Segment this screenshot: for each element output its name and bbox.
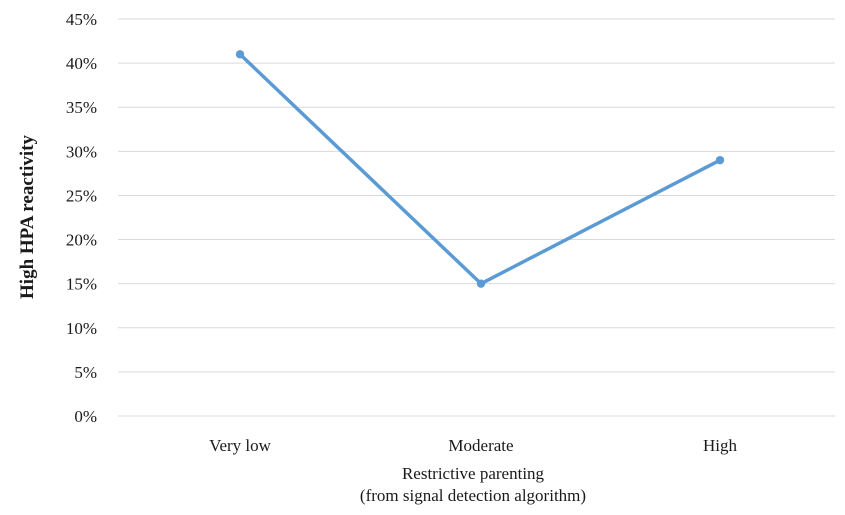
y-tick-label: 5% (74, 363, 97, 382)
x-axis-label-subtitle: (from signal detection algorithm) (360, 486, 586, 505)
series-line-path (238, 52, 722, 286)
y-tick-label: 25% (66, 186, 97, 205)
y-tick-label: 10% (66, 319, 97, 338)
y-tick-label: 30% (66, 142, 97, 161)
series-line (238, 52, 722, 286)
y-tick-label: 15% (66, 275, 97, 294)
y-tick-label: 20% (66, 231, 97, 250)
x-axis-label: Restrictive parenting (402, 464, 545, 483)
data-points (235, 50, 725, 288)
x-axis-ticks: Very low Moderate High (209, 436, 737, 455)
data-point (476, 279, 486, 288)
x-tick-label: Very low (209, 436, 272, 455)
y-axis-label: High HPA reactivity (17, 135, 38, 299)
x-tick-label: Moderate (448, 436, 513, 455)
y-tick-label: 35% (66, 98, 97, 117)
gridlines (118, 18, 835, 417)
y-tick-label: 45% (66, 10, 97, 29)
data-point (715, 155, 725, 165)
x-tick-label: High (703, 436, 738, 455)
y-axis-ticks: 0% 5% 10% 15% 20% 25% 30% 35% 40% 45% (66, 10, 97, 426)
y-tick-label: 0% (74, 407, 97, 426)
data-point (235, 50, 245, 59)
y-tick-label: 40% (66, 54, 97, 73)
